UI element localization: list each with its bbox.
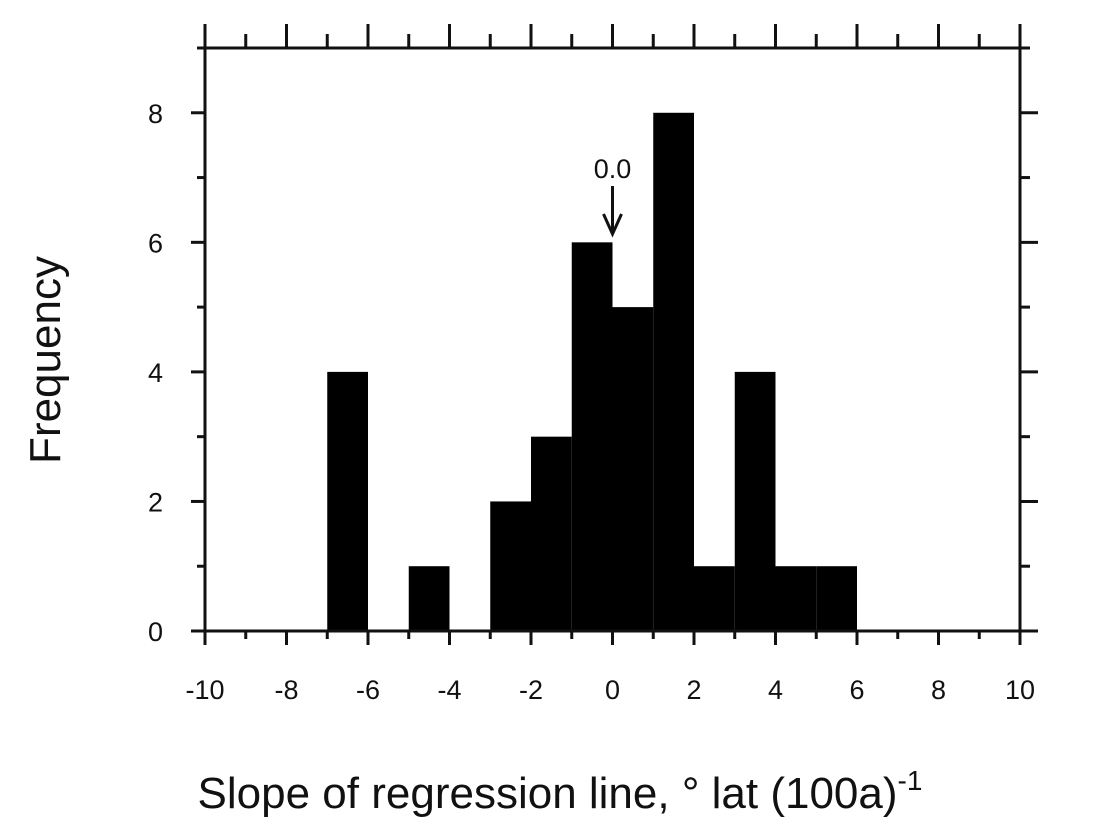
bar [408,566,450,631]
bar [531,436,572,631]
x-tick-label: -2 [519,675,543,705]
bar [571,242,613,632]
bar [327,371,368,631]
x-tick-label: 6 [849,675,864,705]
x-tick-label: 0 [605,675,620,705]
bar [775,566,817,631]
y-tick-label: 0 [148,617,163,647]
bar [734,371,776,631]
bar [490,501,531,631]
bar [694,566,735,631]
y-tick-label: 6 [148,228,163,258]
x-tick-label: 4 [768,675,783,705]
x-tick-label: 2 [686,675,701,705]
x-tick-label: 10 [1005,675,1035,705]
annotation-arrowhead [602,213,623,238]
y-tick-label: 4 [148,358,163,388]
y-axis-label: Frequency [21,256,70,464]
x-tick-label: 8 [931,675,946,705]
x-tick-label: -10 [185,675,224,705]
x-axis-label-superscript: -1 [898,765,923,796]
y-tick-label: 2 [148,487,163,517]
x-tick-label: -4 [437,675,461,705]
bar [816,566,857,631]
bar [612,307,654,631]
bar [653,112,694,632]
annotation: 0.0 [594,154,632,184]
x-tick-label: -8 [274,675,298,705]
x-axis-label: Slope of regression line, ° lat (100a)-1 [198,765,923,818]
x-tick-label: -6 [356,675,380,705]
y-tick-label: 8 [148,99,163,129]
x-axis-label-main: Slope of regression line, ° lat (100a) [198,769,898,818]
